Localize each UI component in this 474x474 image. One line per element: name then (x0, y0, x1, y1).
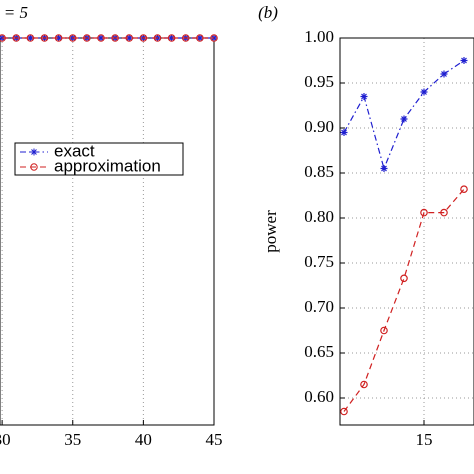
y-tick-label: 0.65 (304, 342, 334, 361)
marker (26, 34, 35, 42)
x-tick-label: 35 (64, 430, 81, 449)
marker (420, 208, 428, 217)
marker (139, 34, 148, 42)
marker (360, 380, 368, 389)
marker (97, 34, 105, 42)
marker (340, 129, 348, 136)
marker (12, 34, 21, 42)
y-tick-label: 0.60 (304, 387, 334, 406)
legend-marker (30, 148, 38, 156)
marker (0, 34, 6, 42)
plot-frame (339, 37, 474, 426)
marker (97, 34, 105, 42)
marker (360, 93, 368, 100)
marker (54, 34, 63, 42)
marker (68, 34, 77, 42)
marker (168, 34, 176, 42)
marker (125, 34, 133, 42)
marker (440, 70, 448, 78)
marker (181, 34, 190, 42)
x-tick-label: 15 (416, 430, 433, 449)
marker (26, 34, 34, 42)
marker (196, 34, 204, 42)
legend-box (14, 142, 184, 176)
marker (460, 185, 468, 194)
y-tick-label: 0.70 (304, 297, 334, 316)
legend-label: exact (54, 141, 95, 160)
legend-label: approximation (54, 156, 161, 175)
marker (460, 57, 468, 64)
x-tick-label: 45 (206, 430, 223, 449)
marker (0, 34, 6, 42)
marker (420, 88, 428, 96)
marker (125, 34, 134, 42)
marker (167, 34, 176, 42)
chart-title: (b) (258, 3, 278, 22)
marker (340, 407, 348, 416)
marker (380, 326, 388, 335)
x-tick-label: 30 (0, 430, 11, 449)
y-tick-label: 0.85 (304, 162, 334, 181)
y-tick-label: 0.95 (304, 72, 334, 91)
marker (40, 34, 49, 42)
y-tick-label: 1.00 (304, 27, 334, 46)
marker (153, 34, 162, 42)
marker (83, 34, 91, 42)
marker (111, 34, 119, 42)
y-tick-label: 0.75 (304, 252, 334, 271)
y-axis-label: power (261, 210, 280, 253)
marker (400, 115, 408, 123)
marker (440, 208, 448, 217)
marker (196, 34, 204, 42)
marker (400, 274, 408, 283)
line-series (343, 188, 465, 412)
y-tick-label: 0.80 (304, 207, 334, 226)
legend-marker (30, 163, 38, 171)
chart-title: n = 5 (0, 3, 28, 22)
plot-frame (0, 37, 215, 426)
x-tick-label: 40 (135, 430, 152, 449)
marker (380, 165, 388, 172)
marker (210, 34, 218, 42)
marker (55, 34, 63, 42)
y-tick-label: 0.90 (304, 117, 334, 136)
